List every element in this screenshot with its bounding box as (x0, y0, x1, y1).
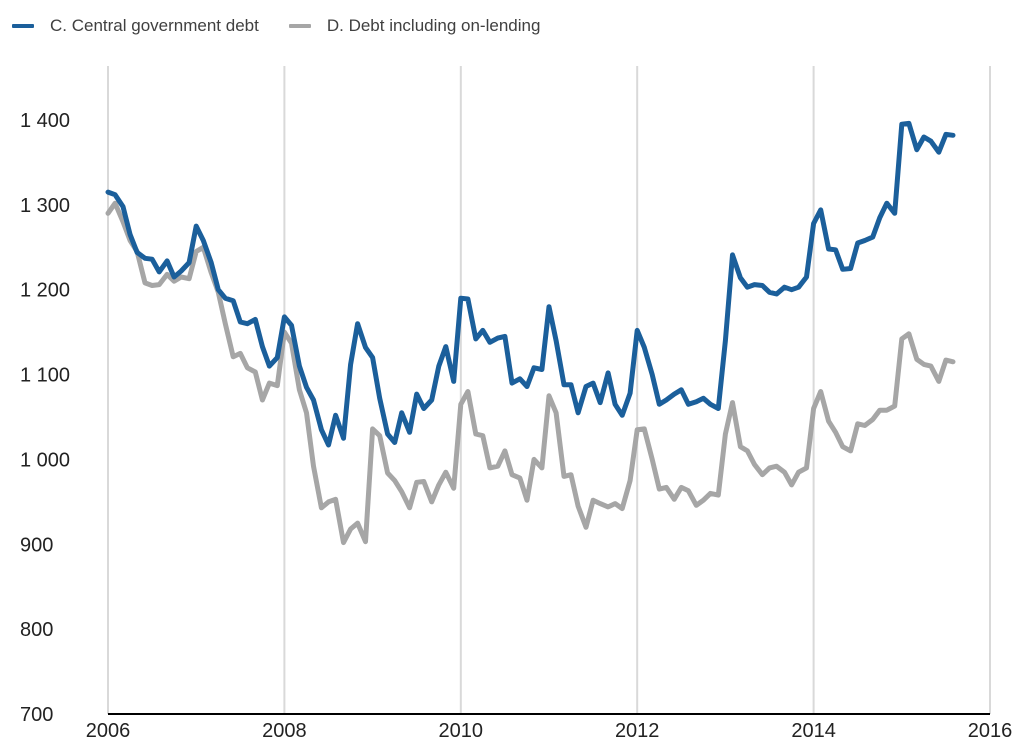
vertical-gridlines (107, 66, 991, 714)
y-tick-label-1400: 1 400 (20, 110, 70, 132)
x-axis-tick-labels: 2006 2008 2010 2012 2014 2016 (86, 720, 1013, 740)
x-tick-label-2010: 2010 (439, 720, 484, 740)
y-tick-label-1200: 1 200 (20, 280, 70, 302)
legend: C. Central government debt D. Debt inclu… (12, 14, 570, 38)
legend-swatch-central-government-debt (12, 24, 34, 28)
legend-item-central-government-debt: C. Central government debt (12, 16, 259, 36)
legend-label-debt-including-on-lending: D. Debt including on-lending (326, 16, 541, 35)
x-tick-label-2008: 2008 (262, 720, 307, 740)
series-line-c-central-government-debt (105, 120, 956, 448)
x-tick-label-2012: 2012 (615, 720, 660, 740)
y-tick-label-1300: 1 300 (20, 195, 70, 217)
y-tick-label-700: 700 (20, 704, 53, 726)
x-tick-label-2006: 2006 (86, 720, 131, 740)
y-tick-label-1000: 1 000 (20, 449, 70, 471)
legend-item-debt-including-on-lending: D. Debt including on-lending (288, 16, 541, 36)
legend-swatch-debt-including-on-lending (288, 24, 311, 28)
x-tick-label-2014: 2014 (791, 720, 836, 740)
series-lines (105, 120, 956, 546)
y-tick-label-1100: 1 100 (20, 365, 70, 387)
y-axis-tick-labels: 700 800 900 1 000 1 100 1 200 1 300 1 400 (20, 110, 70, 726)
y-tick-label-800: 800 (20, 619, 53, 641)
legend-label-central-government-debt: C. Central government debt (50, 16, 259, 35)
series-line-d-debt-including-on-lending (105, 200, 956, 546)
y-tick-label-900: 900 (20, 534, 53, 556)
x-tick-label-2016: 2016 (968, 720, 1013, 740)
